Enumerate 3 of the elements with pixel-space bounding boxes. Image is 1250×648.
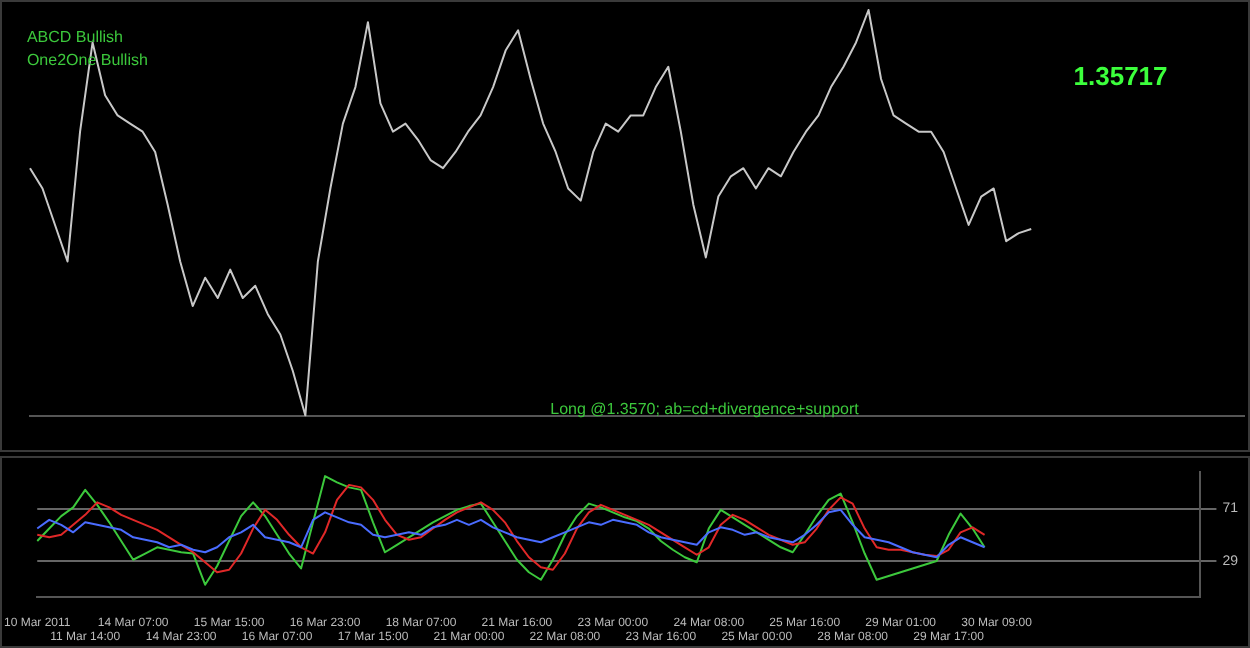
- annotation: 1.35717: [1073, 61, 1168, 92]
- annotation: Long @1.3570; ab=cd+divergence+support: [550, 400, 861, 419]
- annotation: ABCD Bullish: [26, 28, 123, 47]
